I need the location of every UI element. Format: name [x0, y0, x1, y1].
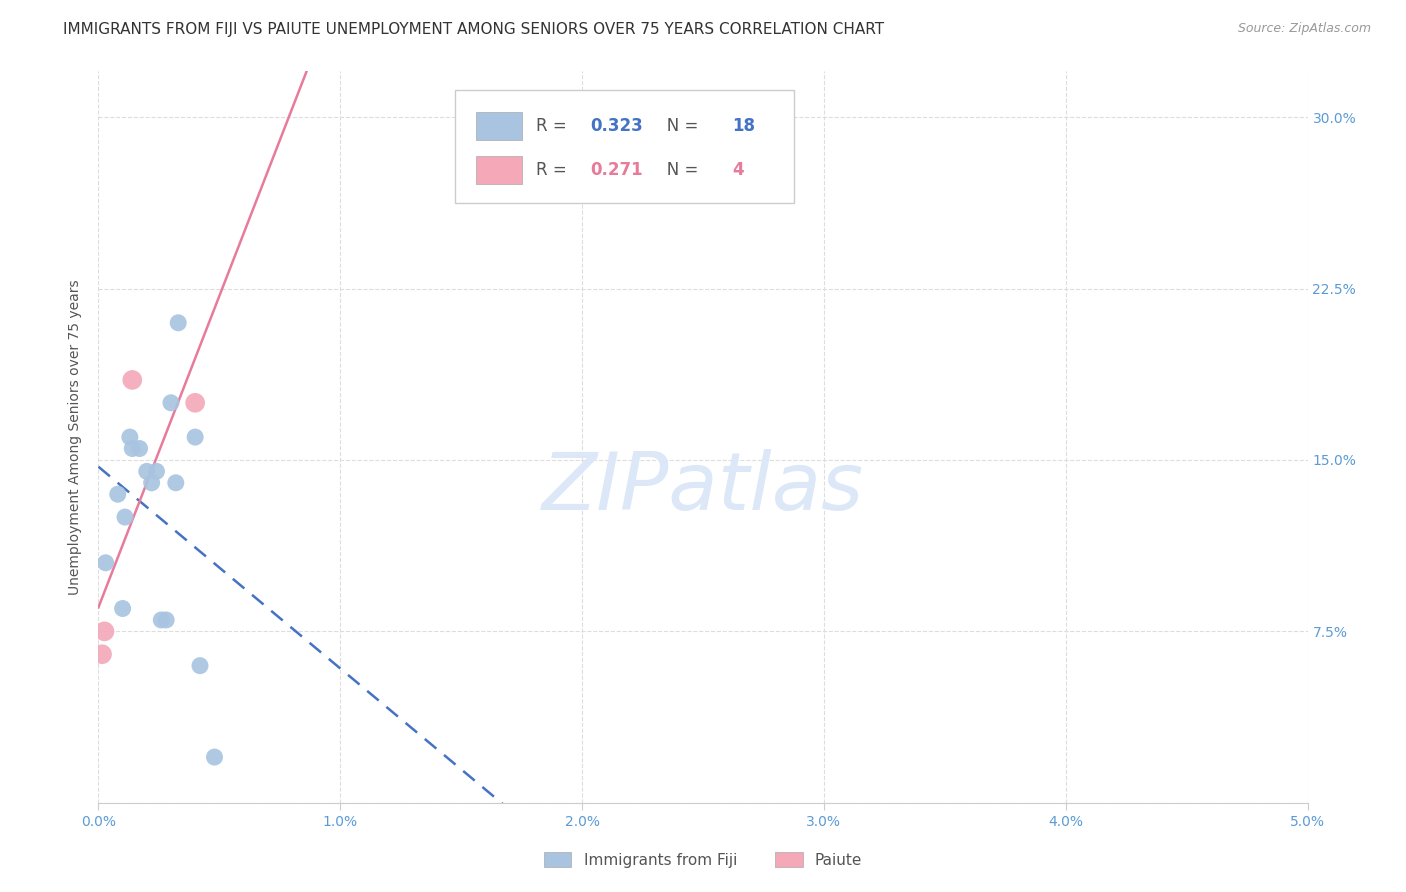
Point [204, 750, 226, 764]
Point [167, 316, 190, 330]
FancyBboxPatch shape [456, 90, 793, 203]
Legend: Immigrants from Fiji, Paiute: Immigrants from Fiji, Paiute [536, 845, 870, 875]
Point [111, 601, 134, 615]
Text: 4: 4 [733, 161, 744, 179]
Text: IMMIGRANTS FROM FIJI VS PAIUTE UNEMPLOYMENT AMONG SENIORS OVER 75 YEARS CORRELAT: IMMIGRANTS FROM FIJI VS PAIUTE UNEMPLOYM… [63, 22, 884, 37]
Text: N =: N = [651, 161, 703, 179]
Point [91, 647, 114, 661]
Y-axis label: Unemployment Among Seniors over 75 years: Unemployment Among Seniors over 75 years [69, 279, 83, 595]
Point [184, 396, 207, 410]
Point [150, 613, 173, 627]
Text: Source: ZipAtlas.com: Source: ZipAtlas.com [1237, 22, 1371, 36]
Point [160, 396, 183, 410]
Point [94, 556, 117, 570]
Point [135, 464, 157, 478]
Point [107, 487, 129, 501]
Point [145, 464, 167, 478]
FancyBboxPatch shape [475, 156, 522, 184]
Point [128, 442, 150, 456]
Point [121, 442, 143, 456]
Point [114, 510, 136, 524]
Point [121, 373, 143, 387]
Point [188, 658, 211, 673]
Point [118, 430, 141, 444]
Point [93, 624, 115, 639]
Point [141, 475, 163, 490]
Text: 18: 18 [733, 117, 755, 136]
Point [165, 475, 187, 490]
Text: 0.323: 0.323 [591, 117, 644, 136]
Text: N =: N = [651, 117, 703, 136]
Text: ZIPatlas: ZIPatlas [541, 450, 865, 527]
Text: R =: R = [536, 161, 572, 179]
Point [155, 613, 177, 627]
Text: R =: R = [536, 117, 572, 136]
FancyBboxPatch shape [475, 112, 522, 140]
Point [184, 430, 207, 444]
Text: 0.271: 0.271 [591, 161, 643, 179]
